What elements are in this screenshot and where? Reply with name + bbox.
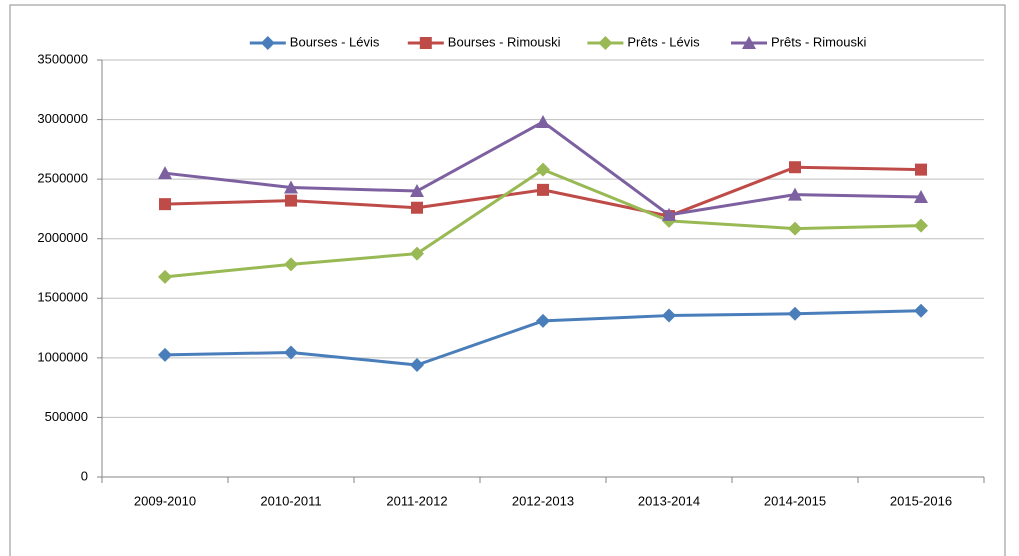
x-tick-label: 2012-2013: [512, 493, 574, 508]
y-tick-label: 1000000: [37, 349, 88, 364]
y-tick-label: 3000000: [37, 111, 88, 126]
y-tick-label: 2000000: [37, 230, 88, 245]
x-tick-label: 2015-2016: [890, 493, 952, 508]
legend-label: Bourses - Lévis: [290, 34, 380, 49]
legend-marker: [260, 36, 275, 50]
x-tick-label: 2009-2010: [134, 493, 196, 508]
legend-marker: [419, 37, 432, 49]
marker: [284, 345, 298, 360]
legend-marker: [598, 36, 613, 50]
x-tick-label: 2011-2012: [386, 493, 447, 508]
marker: [914, 218, 928, 233]
marker: [536, 114, 550, 128]
marker: [537, 183, 549, 196]
marker: [410, 184, 424, 198]
marker: [284, 180, 298, 194]
y-tick-label: 0: [81, 468, 88, 483]
marker: [411, 201, 423, 214]
marker: [914, 303, 928, 318]
x-tick-label: 2014-2015: [764, 493, 826, 508]
x-tick-label: 2010-2011: [260, 493, 321, 508]
legend-label: Bourses - Rimouski: [448, 34, 561, 49]
y-tick-label: 3500000: [37, 51, 88, 66]
marker: [789, 161, 801, 174]
legend-label: Prêts - Lévis: [627, 34, 700, 49]
marker: [410, 358, 424, 373]
marker: [158, 347, 172, 362]
marker: [536, 313, 550, 328]
marker: [159, 198, 171, 211]
marker: [662, 308, 676, 323]
marker: [158, 166, 172, 180]
y-tick-label: 500000: [45, 409, 88, 424]
legend-label: Prêts - Rimouski: [771, 34, 866, 49]
x-tick-label: 2013-2014: [638, 493, 700, 508]
marker: [410, 246, 424, 261]
legend-marker: [742, 36, 756, 49]
marker: [788, 221, 802, 236]
marker: [284, 257, 298, 272]
y-tick-label: 1500000: [37, 290, 88, 305]
marker: [536, 162, 550, 177]
y-tick-label: 2500000: [37, 171, 88, 186]
marker: [915, 163, 927, 176]
marker: [158, 269, 172, 284]
marker: [662, 207, 676, 221]
marker: [914, 190, 928, 204]
marker: [788, 187, 802, 201]
chart-frame: [9, 4, 1006, 556]
marker: [788, 306, 802, 321]
marker: [285, 194, 297, 207]
